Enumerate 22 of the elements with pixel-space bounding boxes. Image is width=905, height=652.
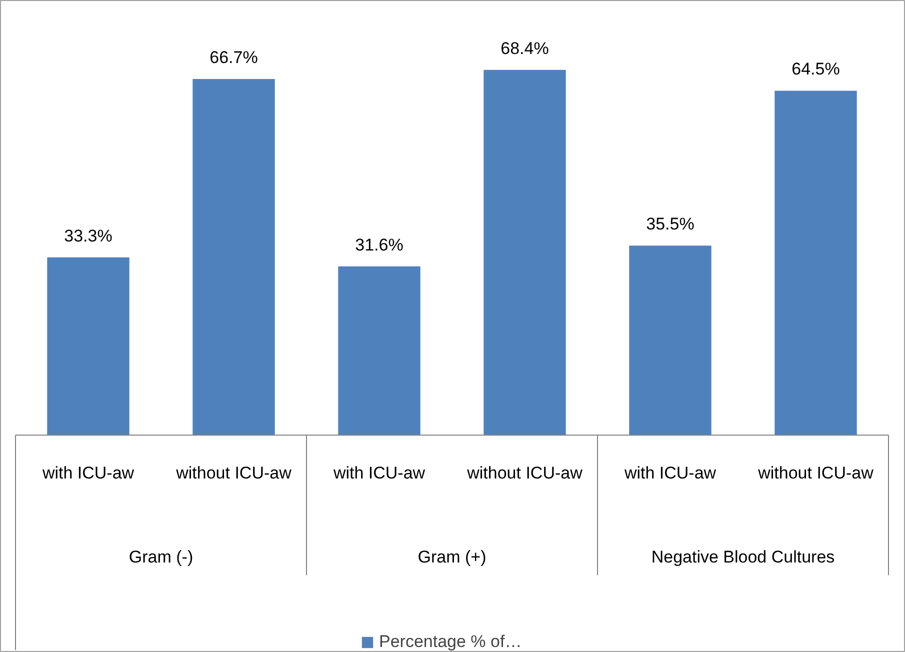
data-label: 66.7% bbox=[210, 48, 258, 67]
text: Negative Blood Cultures bbox=[651, 548, 835, 567]
data-label: 33.3% bbox=[64, 226, 112, 246]
legend-label: Percentage % of… bbox=[379, 632, 522, 652]
data-label: 68.4% bbox=[500, 38, 549, 58]
text: Gram (-) bbox=[128, 548, 194, 567]
bar bbox=[484, 70, 566, 436]
bar bbox=[192, 78, 275, 436]
x-tick-label: without ICU-aw bbox=[175, 464, 292, 483]
x-tick-label: with ICU-aw bbox=[623, 464, 717, 483]
bar bbox=[338, 266, 420, 436]
x-tick-label: without ICU-aw bbox=[757, 464, 874, 483]
bar bbox=[629, 246, 712, 436]
text: Gram (+) bbox=[418, 548, 486, 567]
x-tick-label: with ICU-aw bbox=[41, 464, 135, 483]
bar bbox=[774, 90, 857, 436]
data-label: 64.5% bbox=[792, 60, 840, 79]
data-label: 35.5% bbox=[646, 214, 694, 234]
data-label: 31.6% bbox=[355, 235, 404, 254]
x-tick-label: with ICU-aw bbox=[332, 464, 426, 483]
bar bbox=[47, 257, 130, 436]
x-tick-label: without ICU-aw bbox=[466, 464, 584, 483]
